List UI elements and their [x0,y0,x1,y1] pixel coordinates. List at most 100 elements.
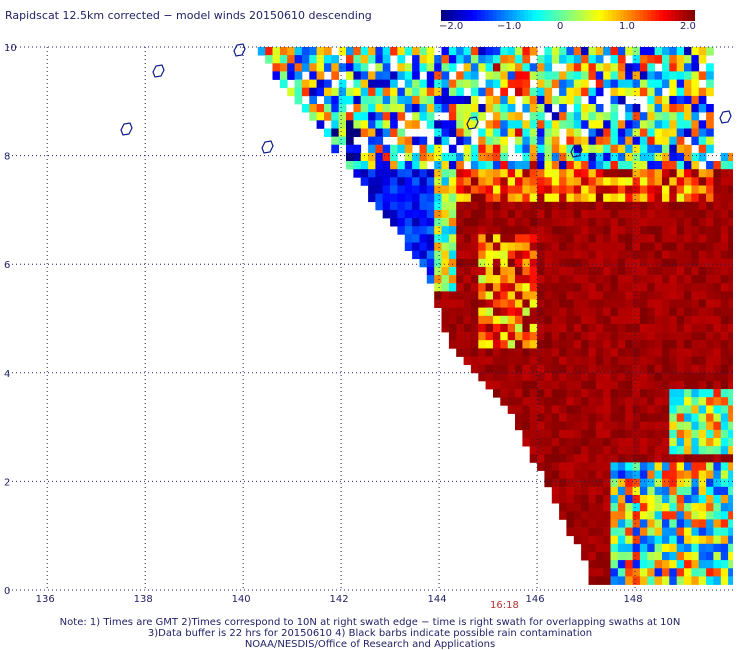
wind-cell [551,161,560,170]
wind-cell [603,348,611,357]
wind-cell [404,152,413,162]
wind-cell [456,185,464,194]
wind-cell [368,152,376,162]
wind-cell [559,356,567,365]
wind-cell [463,128,472,137]
colorbar-segment [480,10,486,21]
wind-cell [478,201,486,211]
wind-cell [485,315,494,325]
wind-cell [463,283,472,292]
wind-cell [603,201,611,211]
wind-cell [617,266,626,276]
colorbar-segment [448,10,454,21]
wind-cell [706,63,714,72]
wind-cell [382,169,391,178]
wind-cell [470,79,479,89]
wind-cell [537,454,545,463]
wind-cell [639,128,648,137]
wind-cell [617,438,626,447]
wind-cell [588,185,597,194]
wind-cell [669,258,677,268]
wind-cell [698,55,707,64]
wind-cell [595,389,604,398]
wind-cell [691,283,700,292]
wind-cell [669,266,677,276]
wind-cell [603,226,611,235]
wind-cell [507,397,516,406]
wind-cell [537,446,545,455]
wind-cell [676,291,685,300]
wind-cell [544,169,553,178]
wind-cell [654,519,663,528]
wind-cell [610,226,619,235]
wind-cell [706,397,714,406]
wind-cell [412,234,420,243]
wind-cell [287,87,295,97]
wind-cell [632,47,641,56]
wind-cell [676,307,685,317]
wind-cell [346,63,354,72]
wind-cell [544,258,553,268]
wind-cell [588,421,597,431]
wind-cell [581,527,589,537]
wind-cell [625,535,633,545]
wind-cell [610,136,619,146]
wind-cell [581,446,589,455]
wind-cell [522,348,531,357]
wind-cell [522,315,531,325]
wind-cell [515,372,523,382]
wind-cell [595,535,604,545]
wind-cell [610,258,619,268]
wind-cell [595,209,604,219]
wind-cell [654,495,663,504]
wind-cell [515,315,523,325]
wind-cell [647,332,655,341]
wind-cell [324,63,332,72]
wind-cell [294,95,303,105]
wind-cell [368,193,376,203]
wind-cell [559,332,567,341]
wind-cell [412,185,420,194]
wind-cell [353,87,362,97]
wind-cell [485,79,494,89]
wind-cell [669,323,677,333]
wind-cell [522,104,531,113]
wind-cell [647,519,655,528]
wind-cell [625,177,633,186]
wind-cell [706,462,714,471]
wind-cell [441,234,450,243]
wind-cell [551,478,560,488]
wind-cell [573,266,582,276]
wind-cell [603,397,611,406]
wind-cell [662,454,670,463]
wind-cell [478,332,486,341]
wind-cell [456,209,464,219]
wind-cell [529,242,538,251]
wind-cell [566,332,575,341]
wind-cell [426,55,435,64]
wind-cell [595,275,604,284]
wind-cell [390,201,398,211]
wind-cell [360,55,369,64]
wind-cell [544,413,553,422]
wind-cell [581,552,589,561]
wind-cell [537,112,545,121]
wind-cell [588,470,597,479]
wind-cell [595,144,604,154]
wind-cell [493,372,501,382]
wind-cell [684,495,692,504]
wind-cell [448,323,457,333]
wind-cell [706,429,714,439]
wind-cell [537,95,545,105]
wind-cell [426,112,435,121]
wind-cell [412,87,420,97]
wind-cell [448,332,457,341]
wind-cell [419,104,428,113]
wind-cell [706,209,714,219]
wind-cell [632,104,641,113]
wind-cell [706,348,714,357]
wind-cell [625,332,633,341]
wind-cell [647,323,655,333]
wind-cell [669,519,677,528]
wind-cell [603,560,611,569]
